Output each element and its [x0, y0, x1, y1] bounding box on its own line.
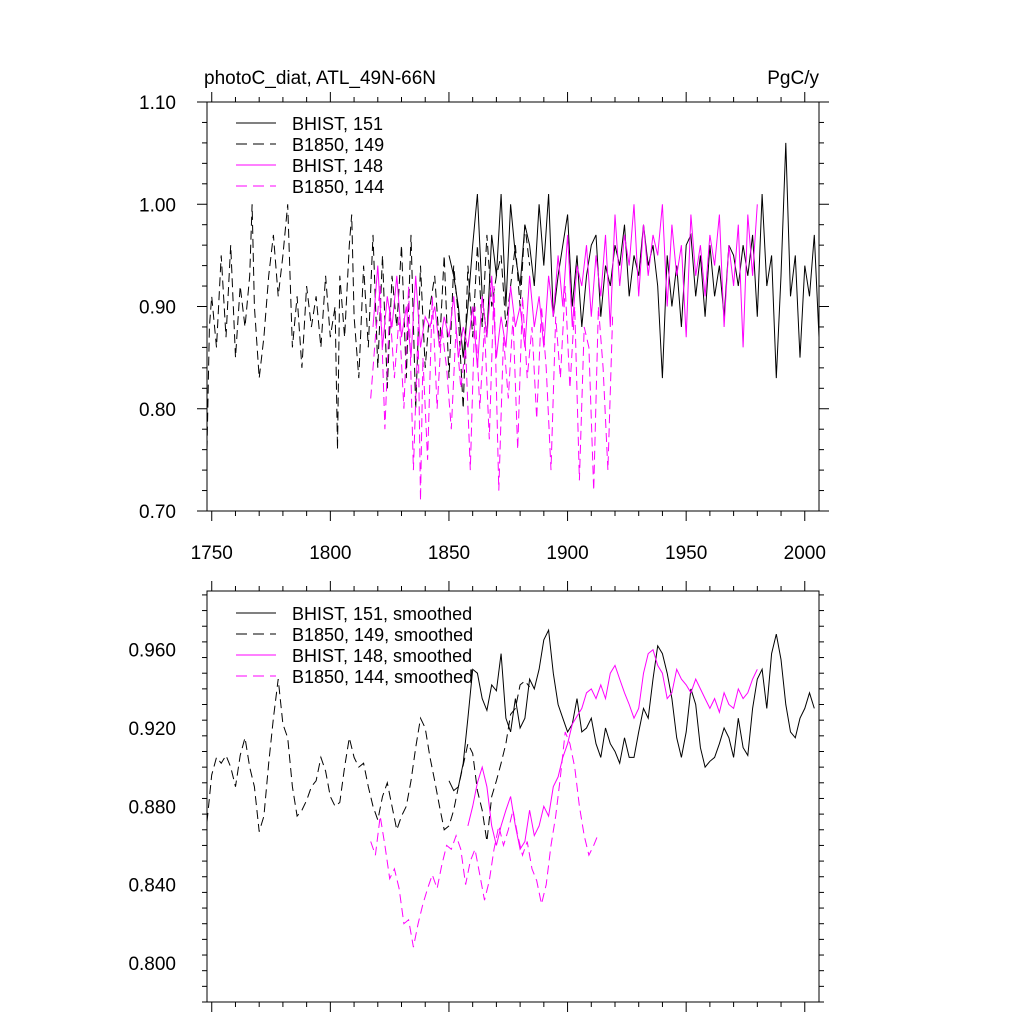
y-tick-label: 0.960 — [128, 641, 176, 662]
series-line-2 — [207, 204, 531, 450]
legend-label-3: BHIST, 148, smoothed — [292, 646, 472, 666]
y-tick-label: 1.00 — [139, 195, 176, 216]
legend-label-4: B1850, 144 — [292, 177, 384, 197]
y-tick-label: 0.80 — [139, 400, 176, 421]
legend-label-3: BHIST, 148 — [292, 156, 383, 176]
x-tick-label: 2000 — [784, 543, 826, 564]
series-line-1 — [448, 142, 819, 379]
series-line-2 — [207, 679, 530, 842]
x-tick-label: 1900 — [546, 543, 588, 564]
x-tick-label: 1800 — [309, 543, 351, 564]
series-line-4 — [370, 731, 599, 948]
y-tick-label: 0.70 — [139, 502, 176, 523]
series-group — [207, 142, 819, 501]
legend-label-4: B1850, 144, smoothed — [292, 667, 473, 687]
legend-label-2: B1850, 149 — [292, 135, 384, 155]
y-tick-label: 0.880 — [128, 797, 176, 818]
series-line-1 — [448, 628, 815, 792]
series-group — [207, 628, 815, 948]
chart-title: photoC_diat, ATL_49N-66N — [204, 68, 436, 89]
x-tick-label: 1850 — [428, 543, 470, 564]
y-tick-label: 0.920 — [128, 719, 176, 740]
top-panel: 1750 1800 1850 1900 1950 2000 0.70 0.80 0.90 1.00… — [139, 68, 829, 564]
bottom-panel: 0.800 0.840 0.880 0.920 0.960 BHIST, 151, smo… — [128, 581, 824, 1012]
series-line-3 — [372, 204, 758, 368]
legend-label-1: BHIST, 151 — [292, 114, 383, 134]
y-tick-label: 0.840 — [128, 876, 176, 897]
series-line-4 — [370, 285, 614, 501]
legend-label-2: B1850, 149, smoothed — [292, 625, 473, 645]
x-tick-label: 1750 — [191, 543, 233, 564]
x-tick-label: 1950 — [665, 543, 707, 564]
plot-frame — [206, 590, 820, 1003]
chart-units: PgC/y — [767, 68, 819, 89]
y-tick-label: 0.800 — [128, 954, 176, 975]
legend-label-1: BHIST, 151, smoothed — [292, 604, 472, 624]
y-tick-label: 0.90 — [139, 298, 176, 319]
y-tick-label: 1.10 — [139, 93, 176, 114]
